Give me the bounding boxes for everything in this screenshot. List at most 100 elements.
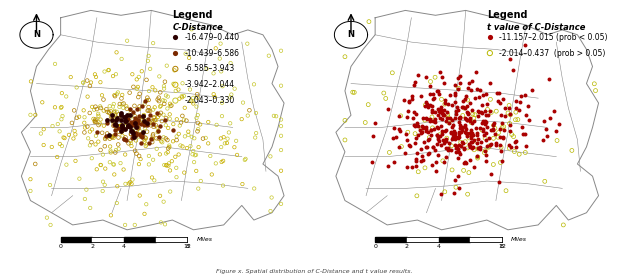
Point	[216, 145, 226, 149]
Point	[131, 125, 141, 129]
Point	[122, 122, 132, 127]
Point	[123, 123, 133, 127]
Point	[108, 162, 118, 166]
Point	[425, 84, 435, 88]
Point	[109, 132, 120, 137]
Point	[454, 155, 464, 160]
Point	[162, 106, 172, 111]
Point	[477, 129, 487, 133]
Point	[148, 120, 159, 124]
Point	[130, 116, 140, 120]
Point	[451, 150, 461, 155]
Point	[174, 132, 184, 136]
Point	[113, 90, 123, 95]
Point	[224, 130, 234, 135]
Point	[340, 55, 350, 59]
Point	[184, 133, 194, 137]
Point	[144, 89, 154, 93]
Point	[465, 132, 476, 136]
Point	[449, 132, 459, 137]
Point	[511, 99, 521, 104]
Point	[106, 135, 116, 139]
Point	[97, 130, 107, 135]
Point	[448, 132, 458, 136]
Point	[469, 116, 479, 120]
Point	[470, 112, 480, 117]
Point	[363, 102, 373, 107]
Point	[126, 135, 136, 140]
Point	[111, 118, 121, 122]
Point	[403, 130, 413, 134]
Point	[426, 133, 436, 138]
Point	[438, 159, 448, 163]
Point	[92, 117, 102, 122]
Point	[452, 108, 462, 112]
Point	[438, 112, 448, 117]
Point	[108, 74, 118, 78]
Point	[128, 122, 138, 127]
Point	[131, 152, 142, 156]
Point	[192, 92, 202, 96]
Point	[144, 154, 154, 158]
Point	[156, 220, 166, 225]
Point	[140, 99, 150, 103]
Point	[450, 116, 460, 120]
Text: -3.942–2.044: -3.942–2.044	[184, 80, 235, 89]
Point	[152, 147, 162, 151]
Point	[191, 169, 201, 173]
Point	[430, 75, 440, 79]
Point	[91, 119, 101, 124]
Point	[113, 184, 123, 188]
Point	[216, 41, 226, 46]
Point	[109, 172, 120, 177]
Point	[114, 124, 124, 129]
Point	[407, 94, 417, 98]
Point	[78, 80, 88, 85]
Point	[86, 140, 96, 144]
Point	[458, 113, 468, 118]
Point	[461, 117, 471, 122]
Point	[177, 94, 187, 98]
Point	[96, 106, 106, 110]
Point	[209, 95, 220, 99]
Point	[226, 61, 236, 65]
Point	[116, 118, 126, 122]
Point	[139, 119, 149, 123]
Point	[467, 145, 477, 149]
Point	[466, 134, 476, 138]
Point	[99, 69, 109, 74]
Point	[131, 131, 141, 136]
Point	[131, 131, 141, 135]
Point	[511, 138, 521, 143]
Point	[481, 119, 491, 123]
Point	[409, 123, 419, 128]
Point	[496, 135, 506, 140]
Point	[500, 106, 510, 111]
Point	[159, 112, 169, 117]
Point	[172, 134, 182, 138]
Point	[126, 132, 136, 137]
Point	[55, 129, 65, 134]
Point	[265, 154, 276, 159]
Point	[114, 147, 124, 151]
Point	[456, 143, 466, 148]
Text: N: N	[347, 30, 355, 39]
Point	[109, 119, 119, 124]
Point	[450, 93, 460, 97]
Point	[128, 131, 138, 135]
Point	[52, 155, 62, 159]
Point	[507, 132, 517, 137]
Text: -2.014–0.437  (prob > 0.05): -2.014–0.437 (prob > 0.05)	[499, 48, 605, 58]
Point	[511, 106, 521, 111]
Point	[468, 133, 478, 137]
Point	[425, 117, 435, 121]
Point	[551, 129, 561, 134]
Point	[148, 124, 159, 129]
Point	[491, 141, 501, 145]
Point	[240, 157, 250, 161]
Point	[108, 120, 118, 125]
Point	[462, 146, 472, 150]
Point	[184, 56, 194, 60]
Point	[79, 115, 89, 119]
Point	[179, 170, 189, 175]
